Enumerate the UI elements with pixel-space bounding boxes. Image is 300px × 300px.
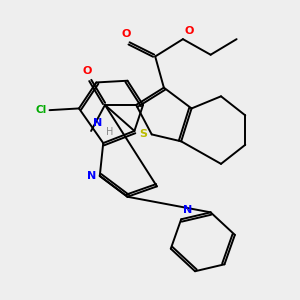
Text: O: O <box>184 26 194 36</box>
Text: H: H <box>106 127 113 136</box>
Text: N: N <box>93 118 102 128</box>
Text: N: N <box>183 205 192 215</box>
Text: S: S <box>140 129 148 140</box>
Text: N: N <box>87 171 96 181</box>
Text: Cl: Cl <box>35 105 47 115</box>
Text: O: O <box>83 65 92 76</box>
Text: O: O <box>121 29 130 39</box>
